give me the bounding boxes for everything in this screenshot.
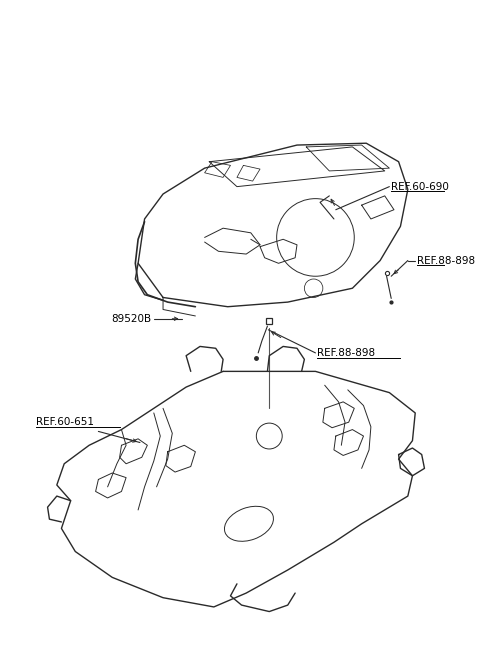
Text: 89520B: 89520B	[111, 314, 151, 324]
Text: REF.88-898: REF.88-898	[317, 348, 375, 358]
Text: REF.60-651: REF.60-651	[36, 417, 95, 427]
Text: REF.60-690: REF.60-690	[391, 181, 449, 192]
Text: REF.88-898: REF.88-898	[417, 255, 475, 265]
